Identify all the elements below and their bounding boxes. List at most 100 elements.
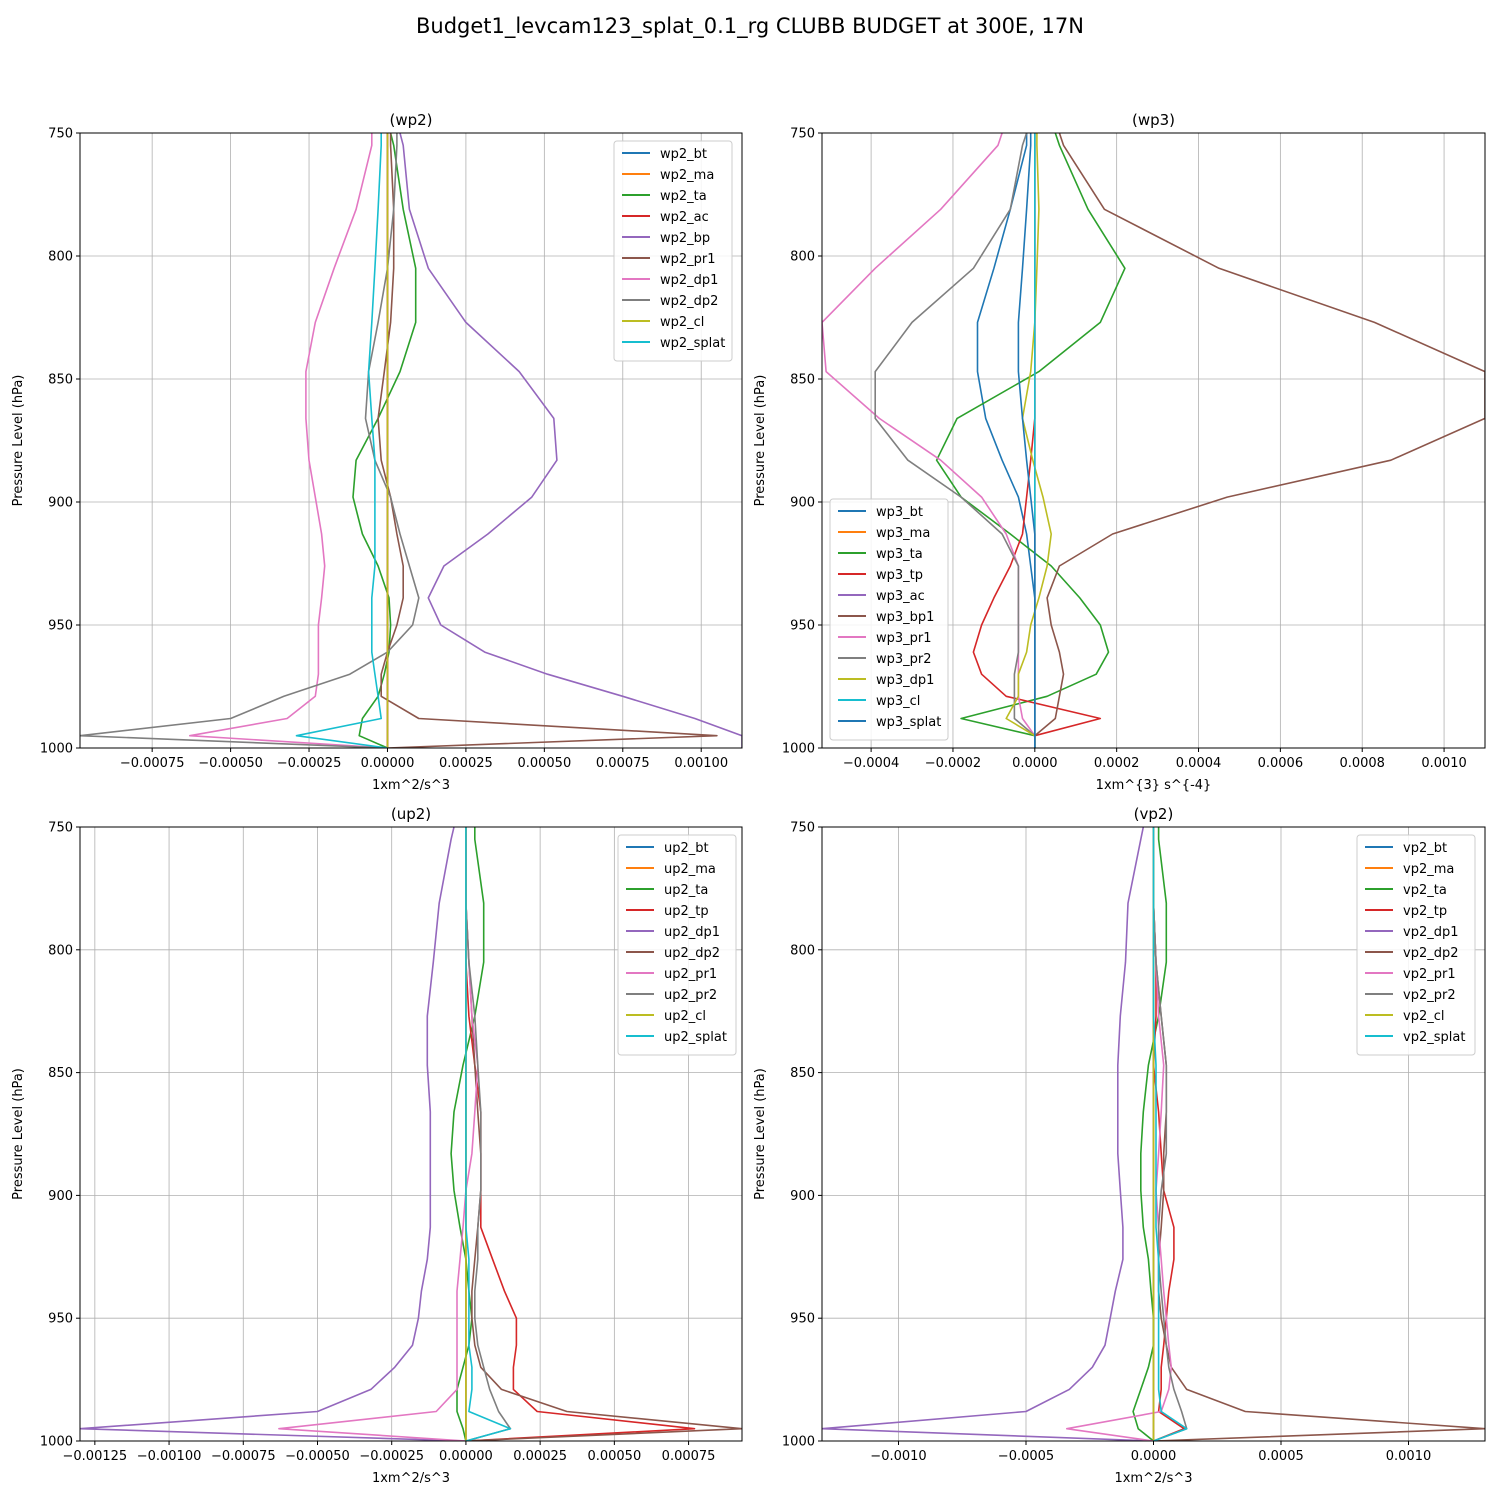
x-tick-label: 0.0000 <box>1131 1449 1177 1464</box>
chart-panel-1: −0.00075 −0.00050 −0.00025 0.00000 0.00025 0.… <box>11 111 743 793</box>
y-tick-label: 1000 <box>40 1435 73 1450</box>
series-line-vp2_ta <box>1132 827 1168 1441</box>
y-axis-label: Pressure Level (hPa) <box>753 1068 768 1200</box>
x-tick-label: −0.00025 <box>359 1449 424 1464</box>
x-tick-label: −0.00075 <box>120 756 185 771</box>
legend-entry: vp2_splat <box>1403 1030 1465 1045</box>
x-axis-label: 1xm^2/s^3 <box>372 778 450 793</box>
x-tick-label: 0.00100 <box>674 756 728 771</box>
y-tick-label: 900 <box>48 496 73 511</box>
legend: wp2_bt wp2_ma wp2_ta wp2_ac wp2_bp wp2_pr1 wp2… <box>613 140 733 362</box>
legend-entry: up2_cl <box>664 1009 706 1024</box>
legend-entry: wp2_bt <box>660 147 707 162</box>
legend-entry: wp3_ta <box>876 547 923 562</box>
legend-entry: up2_ta <box>664 883 708 898</box>
y-tick-label: 850 <box>790 373 815 388</box>
y-tick-label: 800 <box>790 250 815 265</box>
x-tick-label: −0.00050 <box>285 1449 350 1464</box>
legend-entry: up2_splat <box>664 1030 727 1045</box>
legend-entry: wp3_bp1 <box>876 610 934 625</box>
series-group <box>822 827 1485 1441</box>
legend-entry: vp2_cl <box>1403 1009 1444 1024</box>
legend-entry: vp2_tp <box>1403 904 1447 919</box>
series-line-vp2_pr2 <box>1152 827 1188 1441</box>
x-axis-label: 1xm^2/s^3 <box>1114 1471 1192 1486</box>
x-tick-label: −0.0010 <box>870 1449 926 1464</box>
series-line-up2_splat <box>465 827 512 1441</box>
x-tick-label: −0.00075 <box>211 1449 276 1464</box>
panel-title: (up2) <box>391 805 431 823</box>
legend: wp3_bt wp3_ma wp3_ta wp3_tp wp3_ac wp3_bp1 wp3… <box>829 498 949 741</box>
legend-entry: wp3_dp1 <box>876 673 934 688</box>
y-tick-label: 950 <box>48 619 73 634</box>
legend-entry: wp3_tp <box>876 568 923 583</box>
x-tick-label: 0.00000 <box>361 756 415 771</box>
series-group <box>822 133 1485 748</box>
legend-entry: wp2_ma <box>660 168 714 183</box>
series-line-up2_dp1 <box>80 827 466 1441</box>
y-tick-label: 900 <box>790 496 815 511</box>
legend-entry: wp2_splat <box>660 336 725 351</box>
x-tick-label: −0.00050 <box>198 756 263 771</box>
y-tick-label: 750 <box>48 127 73 142</box>
figure-title: Budget1_levcam123_splat_0.1_rg CLUBB BUD… <box>416 14 1084 38</box>
legend-entry: wp2_pr1 <box>660 252 716 267</box>
legend-entry: wp2_dp1 <box>660 273 718 288</box>
axes-frame <box>79 132 743 749</box>
chart-panel-4: −0.0010 −0.0005 0.0000 0.0005 0.0010 750 800 85… <box>753 805 1486 1486</box>
x-tick-label: 0.0004 <box>1176 756 1222 771</box>
series-line-vp2_splat <box>1152 827 1188 1441</box>
x-tick-label: 0.00025 <box>439 756 493 771</box>
axes-frame <box>79 826 743 1442</box>
series-line-up2_pr1 <box>278 827 479 1441</box>
legend-entry: wp2_dp2 <box>660 294 718 309</box>
legend-entry: wp3_bt <box>876 505 923 520</box>
legend-entry: wp3_cl <box>876 694 920 709</box>
x-tick-label: 0.0002 <box>1094 756 1140 771</box>
legend-entry: vp2_ma <box>1403 862 1454 877</box>
x-tick-label: 0.0010 <box>1386 1449 1432 1464</box>
legend-entry: wp3_pr2 <box>876 652 932 667</box>
x-tick-label: −0.0002 <box>925 756 981 771</box>
series-group <box>80 827 742 1441</box>
legend-entry: vp2_ta <box>1403 883 1447 898</box>
series-line-wp3_pr2 <box>874 133 1036 748</box>
x-tick-label: 0.0000 <box>1012 756 1058 771</box>
legend-entry: up2_dp1 <box>664 925 720 940</box>
legend-entry: up2_tp <box>664 904 709 919</box>
legend-entry: wp3_ma <box>876 526 930 541</box>
y-tick-label: 900 <box>790 1189 815 1204</box>
legend-entry: wp3_pr1 <box>876 631 932 646</box>
legend-entry: up2_bt <box>664 841 709 856</box>
y-tick-label: 850 <box>790 1066 815 1081</box>
legend-entry: up2_pr2 <box>664 988 717 1003</box>
y-axis-label: Pressure Level (hPa) <box>11 375 26 507</box>
legend-entry: vp2_pr1 <box>1403 967 1456 982</box>
y-tick-label: 900 <box>48 1189 73 1204</box>
y-tick-label: 800 <box>48 250 73 265</box>
y-tick-label: 1000 <box>40 742 73 757</box>
series-line-vp2_dp1 <box>822 827 1154 1441</box>
y-axis-label: Pressure Level (hPa) <box>11 1068 26 1200</box>
y-tick-label: 1000 <box>782 1435 815 1450</box>
series-line-wp2_splat <box>295 133 388 748</box>
x-tick-label: −0.0005 <box>998 1449 1054 1464</box>
series-line-wp3_splat <box>1017 133 1036 748</box>
axes-frame <box>821 132 1486 749</box>
series-line-wp2_dp2 <box>80 133 420 748</box>
series-line-wp3_bp1 <box>1034 133 1485 748</box>
chart-panel-3: −0.00125 −0.00100 −0.00075 −0.00050 −0.00025… <box>11 805 743 1486</box>
legend-entry: wp2_bp <box>660 231 710 246</box>
y-tick-label: 800 <box>48 943 73 958</box>
panel-title: (vp2) <box>1134 805 1174 823</box>
y-tick-label: 950 <box>790 619 815 634</box>
legend: vp2_bt vp2_ma vp2_ta vp2_tp vp2_dp1 vp2_dp2vp… <box>1356 834 1476 1056</box>
x-axis-label: 1xm^2/s^3 <box>372 1471 450 1486</box>
x-tick-label: 0.0010 <box>1421 756 1467 771</box>
x-tick-label: 0.00050 <box>517 756 571 771</box>
y-tick-label: 800 <box>790 943 815 958</box>
y-tick-label: 750 <box>790 127 815 142</box>
legend-entry: wp3_splat <box>876 715 941 730</box>
legend: up2_bt up2_ma up2_ta up2_tp up2_dp1 up2_dp2up… <box>617 834 737 1056</box>
